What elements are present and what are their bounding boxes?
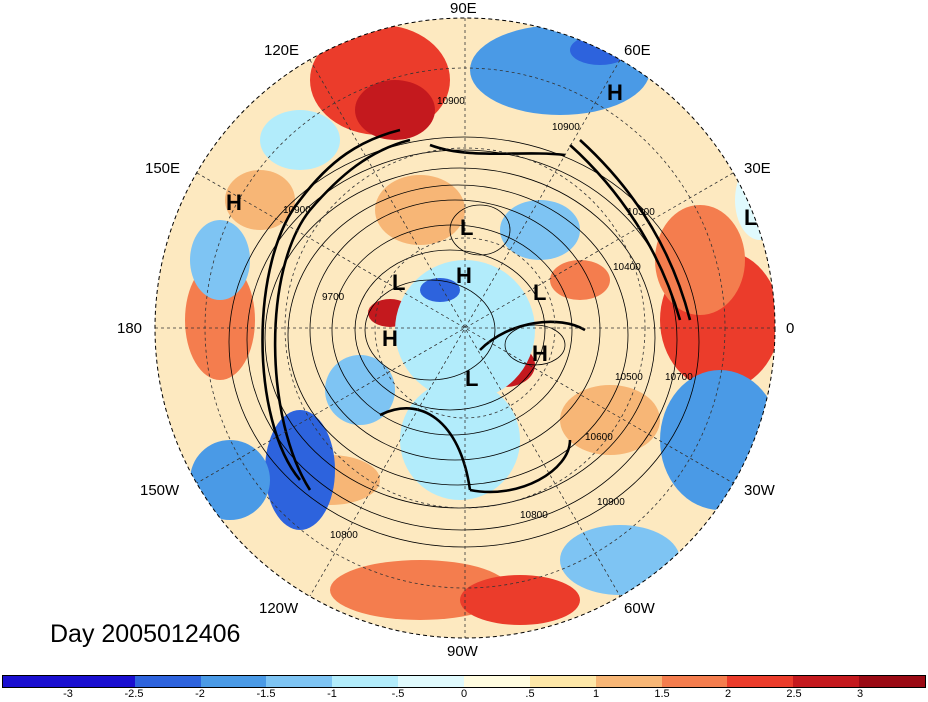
colorbar-segment bbox=[727, 676, 794, 687]
colorbar-tick-label: -1 bbox=[327, 688, 337, 700]
colorbar-segment bbox=[134, 676, 201, 687]
colorbar-tick-label: 1 bbox=[592, 688, 600, 700]
pressure-centers: H H L H L L H H L H L bbox=[226, 80, 757, 391]
contour-label: 10800 bbox=[330, 530, 358, 541]
colorbar-tick-label: 2.5 bbox=[786, 688, 802, 700]
colorbar-tick-label: -3 bbox=[63, 688, 73, 700]
contour-label: 10400 bbox=[613, 262, 641, 273]
high-pressure-center: H bbox=[456, 263, 472, 288]
colorbar-tick-label: 2 bbox=[724, 688, 732, 700]
anomaly-blobs bbox=[185, 25, 775, 625]
high-pressure-center: H bbox=[532, 341, 548, 366]
contour-label: 10900 bbox=[552, 122, 580, 133]
colorbar-segment bbox=[3, 676, 69, 687]
high-pressure-center: H bbox=[607, 80, 623, 105]
date-caption: Day 2005012406 bbox=[50, 620, 241, 648]
colorbar-segment bbox=[595, 676, 662, 687]
low-pressure-center: L bbox=[392, 270, 405, 295]
longitude-label: 120E bbox=[264, 42, 300, 59]
high-pressure-center: H bbox=[382, 326, 398, 351]
colorbar-segment bbox=[398, 676, 465, 687]
colorbar-segment bbox=[859, 676, 926, 687]
contour-label: 10900 bbox=[597, 497, 625, 508]
longitude-label: 60W bbox=[624, 600, 655, 617]
height-contours bbox=[228, 136, 700, 548]
colorbar-segment bbox=[464, 676, 530, 687]
longitude-label: 0 bbox=[786, 320, 795, 337]
longitude-label: 150E bbox=[145, 160, 181, 177]
colorbar-segment bbox=[529, 676, 596, 687]
graticule bbox=[155, 18, 775, 638]
jet-contours bbox=[261, 128, 692, 494]
contour-label: 10600 bbox=[585, 432, 613, 443]
colorbar-segment bbox=[266, 676, 333, 687]
contour-label: 10500 bbox=[615, 372, 643, 383]
colorbar bbox=[2, 675, 926, 688]
low-pressure-center: L bbox=[465, 366, 478, 391]
colorbar-segment bbox=[661, 676, 728, 687]
contour-labels: 10900 10900 10900 9700 10300 10400 10500… bbox=[283, 96, 693, 541]
colorbar-tick-label: 0 bbox=[460, 688, 468, 700]
colorbar-tick-label: -2.5 bbox=[124, 688, 144, 700]
longitude-label: 30E bbox=[744, 160, 771, 177]
high-pressure-center: H bbox=[226, 190, 242, 215]
colorbar-segment bbox=[793, 676, 860, 687]
longitude-label: 90E bbox=[450, 0, 477, 17]
longitude-label: 180 bbox=[117, 320, 143, 337]
colorbar-tick-label: .5 bbox=[525, 688, 535, 700]
low-pressure-center: L bbox=[460, 215, 473, 240]
contour-label: 10800 bbox=[520, 510, 548, 521]
colorbar-tick-label: 3 bbox=[856, 688, 864, 700]
longitude-label: 150W bbox=[140, 482, 180, 499]
colorbar-segment bbox=[200, 676, 267, 687]
contour-label: 10700 bbox=[665, 372, 693, 383]
colorbar-tick-label: 1.5 bbox=[654, 688, 670, 700]
colorbar-tick-label: -1.5 bbox=[256, 688, 276, 700]
map-border bbox=[154, 17, 776, 639]
colorbar-segment bbox=[68, 676, 135, 687]
contour-label: 10300 bbox=[627, 207, 655, 218]
colorbar-tick-label: -2 bbox=[195, 688, 205, 700]
contour-label: 9700 bbox=[322, 292, 345, 303]
longitude-label: 120W bbox=[259, 600, 299, 617]
longitude-label: 90W bbox=[447, 643, 478, 660]
longitude-label: 30W bbox=[744, 482, 775, 499]
colorbar-tick-label: -.5 bbox=[391, 688, 405, 700]
contour-label: 10900 bbox=[437, 96, 465, 107]
low-pressure-center: L bbox=[533, 280, 546, 305]
colorbar-segment bbox=[332, 676, 399, 687]
contour-label: 10900 bbox=[283, 205, 311, 216]
low-pressure-center: L bbox=[744, 205, 757, 230]
longitude-label: 60E bbox=[624, 42, 651, 59]
